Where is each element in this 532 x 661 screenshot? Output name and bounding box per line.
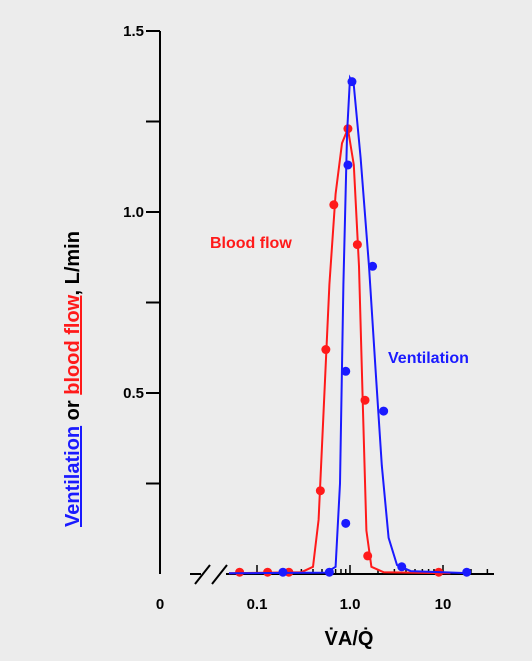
series-label-ventilation: Ventilation xyxy=(388,350,469,367)
data-point-ventilation xyxy=(278,567,288,577)
x-tick-label: 10 xyxy=(435,596,452,613)
y-tick-label: 1.0 xyxy=(123,204,144,221)
y-tick-label: 0.5 xyxy=(123,385,144,402)
data-point-blood-flow xyxy=(352,240,362,250)
y-axis-title: Ventilation or blood flow, L/min xyxy=(62,231,84,527)
data-point-ventilation xyxy=(397,562,407,572)
data-point-ventilation xyxy=(347,77,357,87)
y-axis-title-part: Ventilation xyxy=(62,426,84,527)
data-point-blood-flow xyxy=(321,345,331,355)
data-point-ventilation xyxy=(379,406,389,416)
x-tick-label: 1.0 xyxy=(340,596,361,613)
y-axis-title-part: or xyxy=(62,395,84,426)
y-axis-title-part: , L/min xyxy=(62,231,84,295)
axis-break-mark xyxy=(211,564,228,585)
axis-break-mark xyxy=(194,564,211,585)
data-point-ventilation xyxy=(368,261,378,271)
data-point-ventilation xyxy=(341,518,351,528)
data-point-ventilation xyxy=(341,366,351,376)
x-tick-label: 0 xyxy=(156,596,164,613)
axes: 0.5 1.0 1.5 0 0.1 1.0 10 xyxy=(123,23,494,613)
y-axis-title-part: blood flow xyxy=(62,294,84,394)
data-point-ventilation xyxy=(462,567,472,577)
labels: V̇A/Q̇ Ventilation or blood flow, L/min Bl… xyxy=(62,231,469,650)
data-point-blood-flow xyxy=(235,567,245,577)
data-point-blood-flow xyxy=(363,551,373,561)
series-line-blood-flow xyxy=(228,125,451,575)
data-point-blood-flow xyxy=(329,200,339,210)
data-point-blood-flow xyxy=(315,486,325,496)
data-point-ventilation xyxy=(343,160,353,170)
series-label-blood-flow: Blood flow xyxy=(210,235,292,252)
data-point-blood-flow xyxy=(360,395,370,405)
data-point-ventilation xyxy=(324,567,334,577)
x-tick-label: 0.1 xyxy=(247,596,268,613)
y-tick-label: 1.5 xyxy=(123,23,144,40)
plot-area xyxy=(228,74,472,577)
series-line-ventilation xyxy=(228,74,472,575)
x-axis-title: V̇A/Q̇ xyxy=(325,626,374,650)
